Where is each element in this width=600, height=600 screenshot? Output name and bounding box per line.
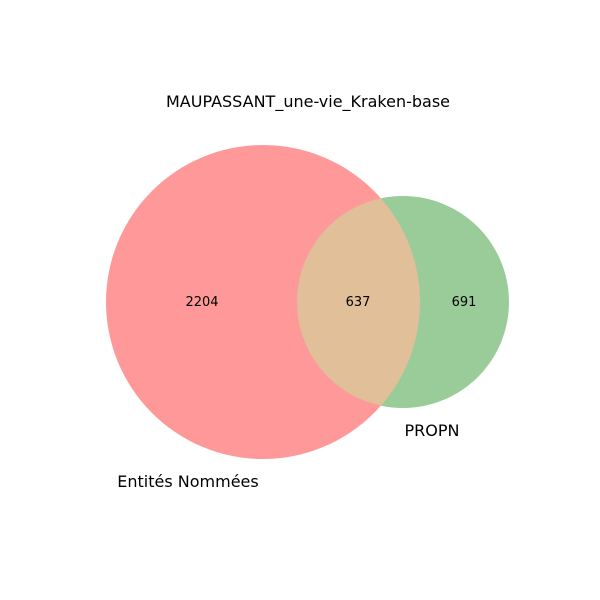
- overlap-region: [297, 196, 420, 408]
- region-count-right-only: 691: [452, 295, 477, 310]
- set-label-propn: PROPN: [405, 421, 460, 440]
- region-count-left-only: 2204: [185, 295, 218, 310]
- chart-title: MAUPASSANT_une-vie_Kraken-base: [166, 92, 450, 112]
- region-count-intersection: 637: [346, 295, 371, 310]
- set-label-entites-nommees: Entités Nommées: [117, 472, 258, 491]
